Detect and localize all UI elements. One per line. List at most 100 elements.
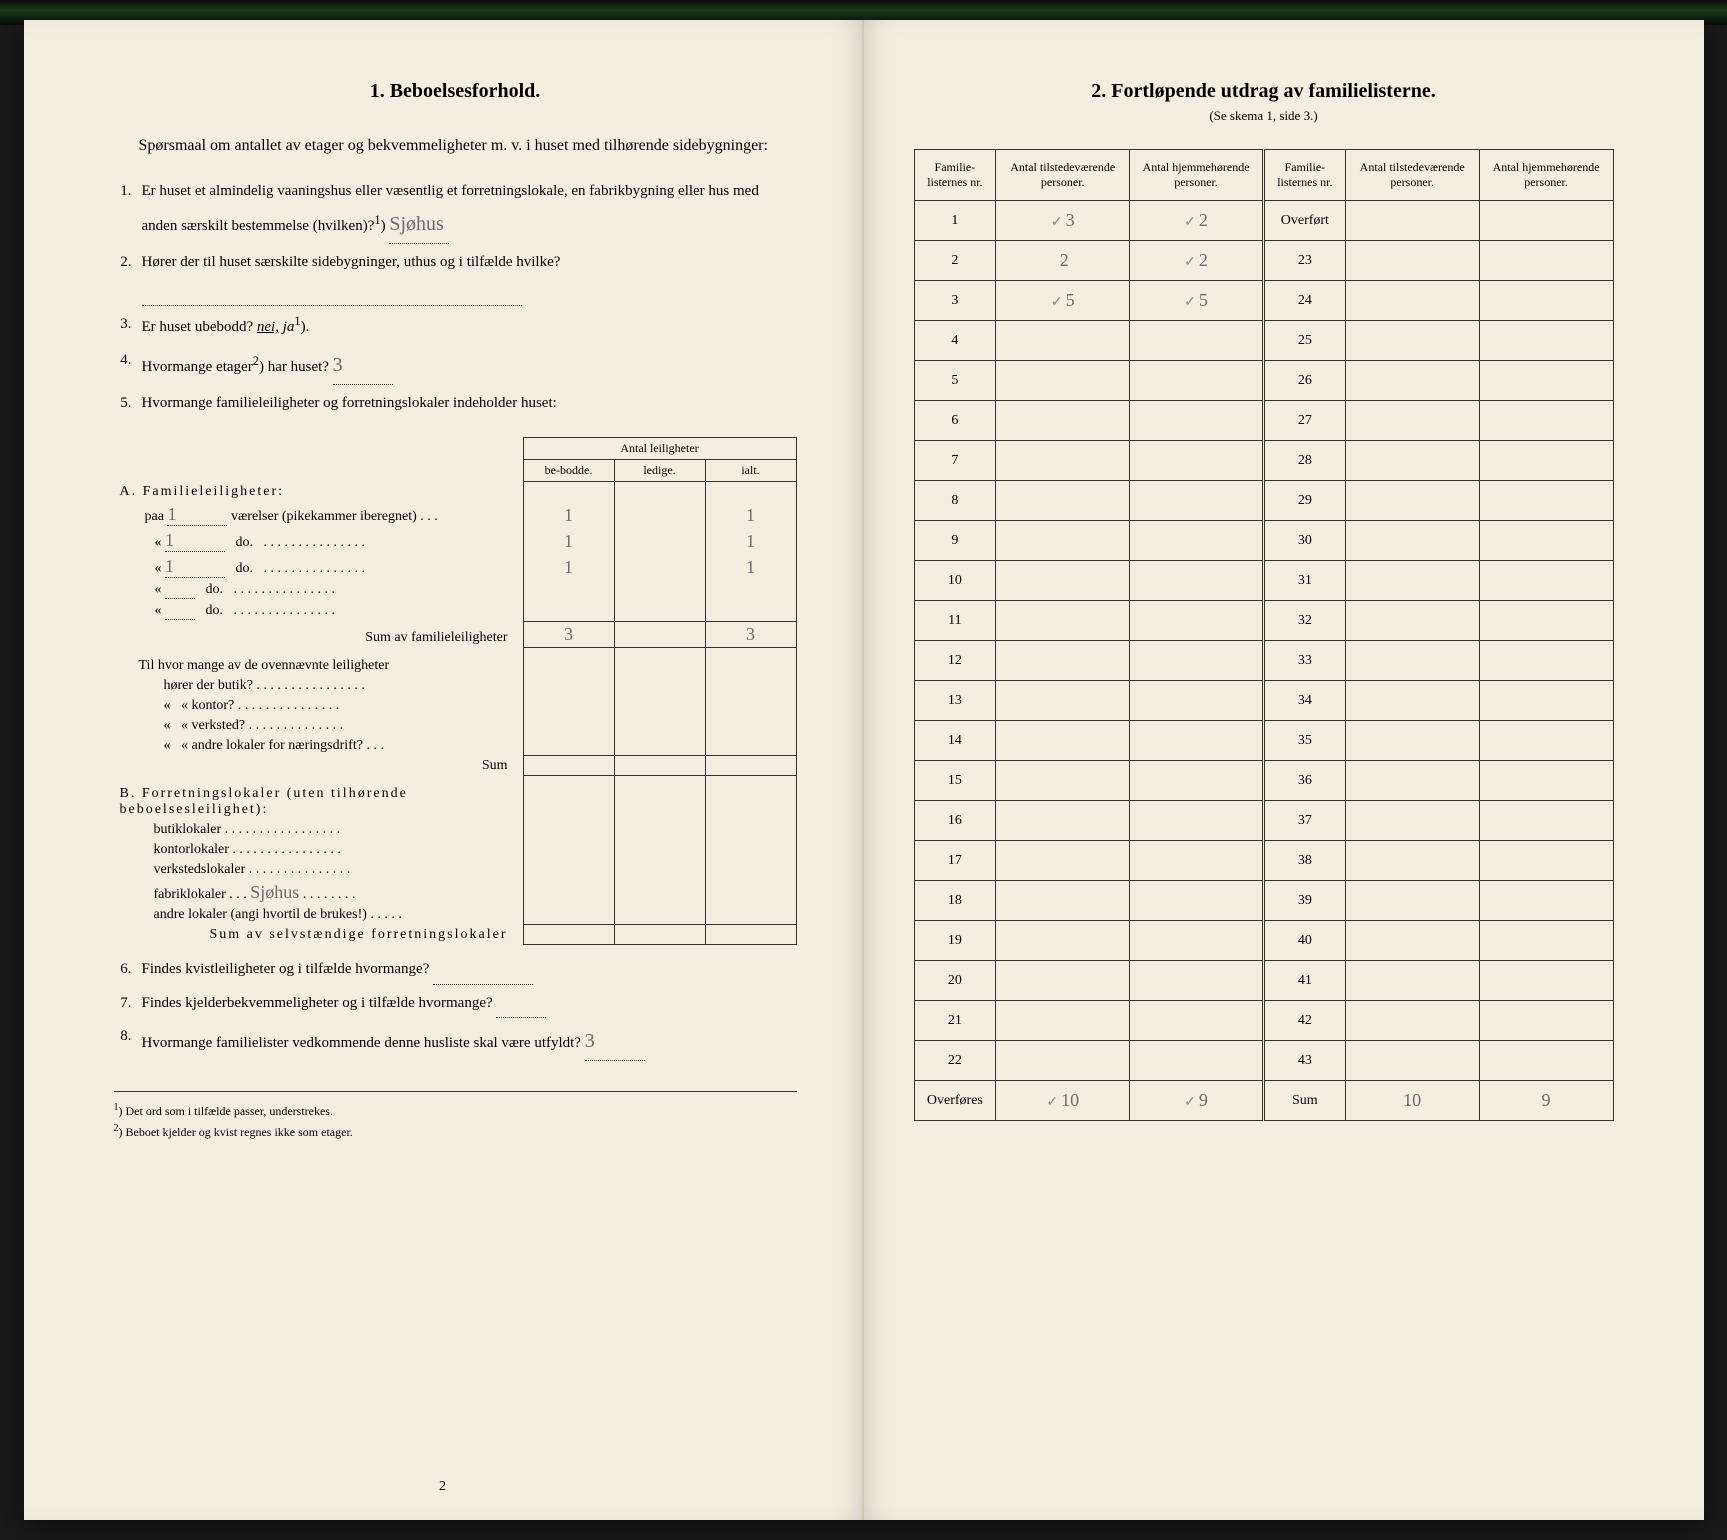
row-num: 20 [914, 961, 996, 1001]
row-val-a: ✓3 [996, 201, 1130, 241]
section-2-subtitle: (Se skema 1, side 3.) [914, 108, 1614, 124]
table-row: 526 [914, 361, 1613, 401]
row-num: 19 [914, 921, 996, 961]
row-num: 21 [914, 1001, 996, 1041]
question-3: 3. Er huset ubebodd? nei, ja1). [114, 310, 797, 342]
table-row: 8 29 [914, 481, 1613, 521]
row-val-b [1130, 921, 1264, 961]
row-val-a [996, 361, 1130, 401]
overfores-b: ✓9 [1130, 1081, 1264, 1121]
overfores-label: Overføres [914, 1081, 996, 1121]
row-val-b [1130, 721, 1264, 761]
row-num: 7 [914, 441, 996, 481]
row-num: 8 [914, 481, 996, 521]
section-2-title: 2. Fortløpende utdrag av familielisterne… [914, 80, 1614, 103]
row-num-r: 40 [1263, 921, 1345, 961]
q1-answer: Sjøhus [389, 205, 449, 244]
right-page: 2. Fortløpende utdrag av familielisterne… [864, 20, 1704, 1520]
row-num-r: 25 [1263, 321, 1345, 361]
section-1-title: 1. Beboelsesforhold. [114, 80, 797, 103]
row-val-b [1130, 841, 1264, 881]
footnotes: 1) Det ord som i tilfælde passer, unders… [114, 1091, 797, 1142]
row-val-b [1130, 601, 1264, 641]
row-num: 11 [914, 601, 996, 641]
row-num: 16 [914, 801, 996, 841]
row-num-r: Overført [1263, 201, 1345, 241]
q-num: 1. [114, 177, 142, 245]
row-num: 2 [914, 241, 996, 281]
table-row: 1839 [914, 881, 1613, 921]
row-val-a: 2 [996, 241, 1130, 281]
row-val-b: ✓2 [1130, 201, 1264, 241]
row-num: 10 [914, 561, 996, 601]
row-val-b [1130, 681, 1264, 721]
row-val-a [996, 401, 1130, 441]
table-row: 627 [914, 401, 1613, 441]
row-num: 5 [914, 361, 996, 401]
row-val-a [996, 441, 1130, 481]
row-num-r: 41 [1263, 961, 1345, 1001]
row-num: 22 [914, 1041, 996, 1081]
row-val-a [996, 841, 1130, 881]
row-val-b [1130, 441, 1264, 481]
row-num-r: 37 [1263, 801, 1345, 841]
row-num: 17 [914, 841, 996, 881]
row-val-a [996, 641, 1130, 681]
row-num-r: 28 [1263, 441, 1345, 481]
question-1: 1. Er huset et almindelig vaaningshus el… [114, 177, 797, 245]
row-val-b [1130, 521, 1264, 561]
table-row: 12 33 [914, 641, 1613, 681]
row-num: 4 [914, 321, 996, 361]
left-page: 1. Beboelsesforhold. Spørsmaal om antall… [24, 20, 864, 1520]
row-num-r: 33 [1263, 641, 1345, 681]
row-val-b [1130, 481, 1264, 521]
row-num-r: 27 [1263, 401, 1345, 441]
row-num: 12 [914, 641, 996, 681]
family-list-table: Familie-listernes nr. Antal tilstedevære… [914, 149, 1614, 1121]
row-num: 18 [914, 881, 996, 921]
row-num: 13 [914, 681, 996, 721]
row-val-a [996, 321, 1130, 361]
sum-b: 9 [1479, 1081, 1613, 1121]
table-row: 1132 [914, 601, 1613, 641]
row-val-b: ✓2 [1130, 241, 1264, 281]
intro-paragraph: Spørsmaal om antallet av etager og bekve… [114, 133, 797, 159]
question-5: 5. Hvormange familieleiligheter og forre… [114, 389, 797, 418]
row-val-a [996, 721, 1130, 761]
row-val-a [996, 521, 1130, 561]
row-val-a [996, 1001, 1130, 1041]
row-num-r: 35 [1263, 721, 1345, 761]
row-val-b [1130, 561, 1264, 601]
table-row: 1738 [914, 841, 1613, 881]
row-val-b [1130, 641, 1264, 681]
table-row: 2243 [914, 1041, 1613, 1081]
row-val-b [1130, 1001, 1264, 1041]
question-list: 1. Er huset et almindelig vaaningshus el… [114, 177, 797, 418]
row-val-b [1130, 881, 1264, 921]
table-row: 13 34 [914, 681, 1613, 721]
row-num-r: 23 [1263, 241, 1345, 281]
row-val-b [1130, 401, 1264, 441]
row-num-r: 29 [1263, 481, 1345, 521]
row-val-a [996, 561, 1130, 601]
document-spread: 1. Beboelsesforhold. Spørsmaal om antall… [24, 20, 1704, 1520]
row-val-b [1130, 361, 1264, 401]
row-val-b: ✓5 [1130, 281, 1264, 321]
table-row: 7 28 [914, 441, 1613, 481]
question-2: 2. Hører der til huset særskilte sidebyg… [114, 248, 797, 306]
row-num-r: 34 [1263, 681, 1345, 721]
row-val-b [1130, 1041, 1264, 1081]
table-row: 1435 [914, 721, 1613, 761]
table-row: 1536 [914, 761, 1613, 801]
table-row: 1637 [914, 801, 1613, 841]
row-val-a [996, 481, 1130, 521]
row-val-a [996, 681, 1130, 721]
sum-a: 10 [1345, 1081, 1479, 1121]
row-val-a [996, 961, 1130, 1001]
row-num: 15 [914, 761, 996, 801]
question-8: 8.Hvormange familielister vedkommende de… [114, 1022, 797, 1061]
question-6: 6.Findes kvistleiligheter og i tilfælde … [114, 955, 797, 985]
q4-answer: 3 [333, 346, 393, 385]
table-row: 1✓3✓2Overført [914, 201, 1613, 241]
row-num-r: 36 [1263, 761, 1345, 801]
